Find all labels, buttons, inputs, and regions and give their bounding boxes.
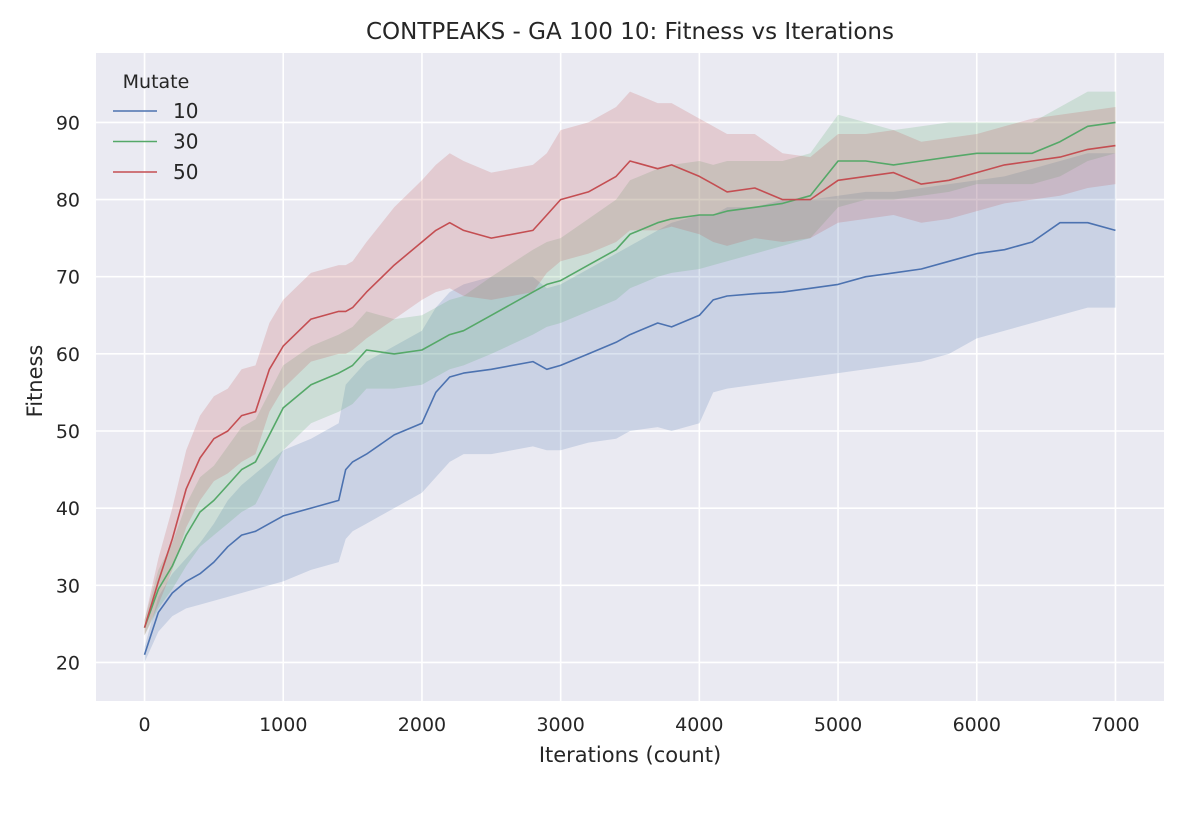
- y-axis-label: Fitness: [23, 345, 47, 418]
- x-tick-label: 4000: [675, 714, 723, 736]
- y-tick-label: 80: [56, 190, 80, 212]
- line-series-10: [143, 221, 1116, 655]
- legend-title: Mutate: [123, 71, 190, 93]
- x-axis-label: Iterations (count): [539, 743, 721, 767]
- x-tick-label: 7000: [1091, 714, 1139, 736]
- legend-label-50: 50: [173, 160, 198, 184]
- x-tick-label: 1000: [259, 714, 307, 736]
- legend-label-30: 30: [173, 130, 198, 154]
- confidence-bands: [144, 91, 1116, 663]
- x-tick-labels: 0 1000 2000 3000 4000 5000 6000 7000: [138, 714, 1139, 736]
- legend-label-10: 10: [173, 99, 198, 123]
- grid-lines: [96, 53, 1164, 701]
- line-series-50: [143, 144, 1116, 628]
- x-tick-label: 5000: [814, 714, 862, 736]
- x-tick-label: 3000: [536, 714, 584, 736]
- x-tick-label: 6000: [953, 714, 1001, 736]
- y-tick-label: 40: [56, 498, 80, 520]
- band-series-30: [144, 91, 1116, 636]
- band-series-10: [144, 153, 1116, 663]
- chart-title: CONTPEAKS - GA 100 10: Fitness vs Iterat…: [366, 19, 894, 45]
- x-tick-label: 0: [138, 714, 150, 736]
- y-tick-label: 50: [56, 421, 80, 443]
- line-series-30: [143, 121, 1116, 628]
- series-lines: [143, 121, 1116, 655]
- y-tick-label: 90: [56, 112, 80, 134]
- band-series-50: [144, 91, 1116, 636]
- y-tick-label: 70: [56, 267, 80, 289]
- x-tick-label: 2000: [398, 714, 446, 736]
- y-tick-label: 20: [56, 652, 80, 674]
- y-tick-label: 30: [56, 575, 80, 597]
- y-tick-label: 60: [56, 344, 80, 366]
- y-tick-labels: 20 30 40 50 60 70 80 90: [56, 112, 80, 674]
- legend: Mutate 10 30 50: [113, 71, 198, 184]
